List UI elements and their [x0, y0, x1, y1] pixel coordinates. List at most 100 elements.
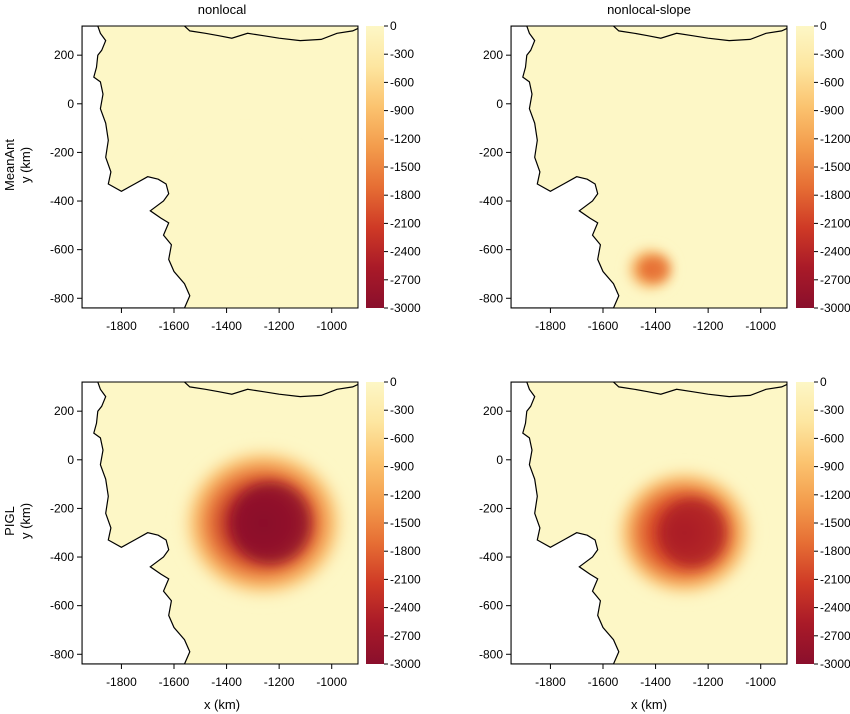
y-tick-label: -400 [50, 550, 74, 564]
y-axis-label-bottom: y (km) [18, 503, 33, 539]
land-west [82, 26, 191, 308]
x-tick-label: -1400 [640, 675, 671, 689]
colorbar-tick-label: 0 [390, 19, 397, 33]
coastline-north [184, 382, 358, 398]
colorbar-tick-label: -2100 [390, 572, 421, 586]
x-tick-label: -1400 [640, 319, 671, 333]
colorbar-tick-label: -3000 [390, 301, 421, 315]
column-title-nonlocal-slope: nonlocal-slope [607, 2, 691, 17]
column-title-nonlocal: nonlocal [198, 2, 247, 17]
y-tick-label: 0 [67, 453, 74, 467]
x-tick-label: -1000 [745, 319, 776, 333]
colorbar-tick-label: -1800 [820, 188, 850, 202]
land-west [511, 382, 620, 664]
x-axis-label-left: x (km) [204, 697, 240, 712]
colorbar-tick-label: -900 [820, 460, 844, 474]
colorbar-tick-label: -1500 [390, 160, 421, 174]
colorbar-tick-label: -1800 [390, 544, 421, 558]
x-tick-label: -1800 [535, 675, 566, 689]
y-tick-label: 0 [67, 97, 74, 111]
melt-anomaly [171, 130, 319, 267]
x-tick-label: -1800 [106, 675, 137, 689]
colorbar-tick-label: -1500 [390, 516, 421, 530]
y-tick-label: -400 [479, 550, 503, 564]
y-tick-label: -600 [50, 599, 74, 613]
colorbar-tick-label: -1200 [390, 132, 421, 146]
colorbar-tick-label: -2700 [390, 273, 421, 287]
colorbar-tick-label: -900 [820, 104, 844, 118]
y-tick-label: -800 [479, 291, 503, 305]
x-tick-label: -1200 [264, 675, 295, 689]
coastline-north [613, 26, 787, 42]
colorbar-tick-label: -2100 [390, 216, 421, 230]
colorbar-tick-label: -2100 [820, 216, 850, 230]
colorbar-tick-label: -2400 [390, 601, 421, 615]
land-west [511, 26, 620, 308]
colorbar-tick-label: -2100 [820, 572, 850, 586]
y-tick-label: -200 [479, 501, 503, 515]
x-tick-label: -1800 [106, 319, 137, 333]
colorbar-tick-label: -600 [390, 75, 414, 89]
colorbar-tick-label: -1800 [820, 544, 850, 558]
y-tick-label: -600 [50, 243, 74, 257]
x-tick-label: -1200 [693, 319, 724, 333]
colorbar-tick-label: 0 [820, 19, 827, 33]
x-axis-label-right: x (km) [631, 697, 667, 712]
panel-pigl-nonlocal: -1800 -1600 -1400 -1200 -1000 200 0 -200 -400 -60… [50, 375, 421, 689]
x-tick-label: -1800 [535, 319, 566, 333]
colorbar-tick-label: -600 [820, 75, 844, 89]
colorbar [796, 382, 814, 664]
x-tick-label: -1200 [693, 675, 724, 689]
colorbar-tick-label: -1500 [820, 160, 850, 174]
x-tick-label: -1600 [588, 319, 619, 333]
y-tick-label: -600 [479, 243, 503, 257]
y-tick-label: 0 [496, 453, 503, 467]
colorbar-tick-label: 0 [390, 375, 397, 389]
colorbar-tick-label: -900 [390, 460, 414, 474]
panel-meanant-nonlocal: -1800 -1600 -1400 -1200 -1000 200 0 -200 -400 -60… [50, 19, 421, 333]
colorbar [796, 26, 814, 308]
coastline-north [613, 382, 787, 398]
x-tick-label: -1000 [745, 675, 776, 689]
colorbar-tick-label: -300 [820, 47, 844, 61]
colorbar-tick-label: -300 [390, 403, 414, 417]
colorbar-tick-label: -2700 [390, 629, 421, 643]
y-tick-label: 200 [483, 404, 503, 418]
colorbar-tick-label: -2400 [390, 245, 421, 259]
row-label-meanant: MeanAnt [2, 139, 17, 191]
colorbar-tick-label: -3000 [820, 657, 850, 671]
x-tick-label: -1000 [316, 319, 347, 333]
x-tick-label: -1400 [211, 319, 242, 333]
colorbar-tick-label: -1200 [820, 132, 850, 146]
y-tick-label: -400 [50, 194, 74, 208]
y-tick-label: 200 [54, 48, 74, 62]
colorbar [366, 382, 384, 664]
y-tick-label: 0 [496, 97, 503, 111]
x-tick-label: -1400 [211, 675, 242, 689]
melt-anomaly-core [659, 498, 726, 567]
y-tick-label: -600 [479, 599, 503, 613]
colorbar-tick-label: -600 [390, 431, 414, 445]
y-axis-label-top: y (km) [18, 147, 33, 183]
y-tick-label: -200 [479, 145, 503, 159]
x-tick-label: -1200 [264, 319, 295, 333]
colorbar-tick-label: -300 [390, 47, 414, 61]
y-tick-label: -200 [50, 145, 74, 159]
colorbar-tick-label: -1200 [820, 488, 850, 502]
y-tick-label: -200 [50, 501, 74, 515]
y-tick-label: -400 [479, 194, 503, 208]
plot-frame [510, 381, 788, 665]
panel-pigl-nonlocal-slope: -1800 -1600 -1400 -1200 -1000 200 0 -200 -400 -60… [479, 375, 850, 689]
colorbar-tick-label: -3000 [820, 301, 850, 315]
colorbar-tick-label: -1800 [390, 188, 421, 202]
colorbar-tick-label: -600 [820, 431, 844, 445]
colorbar-tick-label: -1500 [820, 516, 850, 530]
plot-frame [81, 25, 359, 309]
plot-frame [81, 381, 359, 665]
coastline-north [184, 26, 358, 42]
row-label-pigl: PIGL [2, 506, 17, 536]
x-tick-label: -1600 [588, 675, 619, 689]
colorbar-tick-label: -2400 [820, 245, 850, 259]
colorbar-tick-label: 0 [820, 375, 827, 389]
